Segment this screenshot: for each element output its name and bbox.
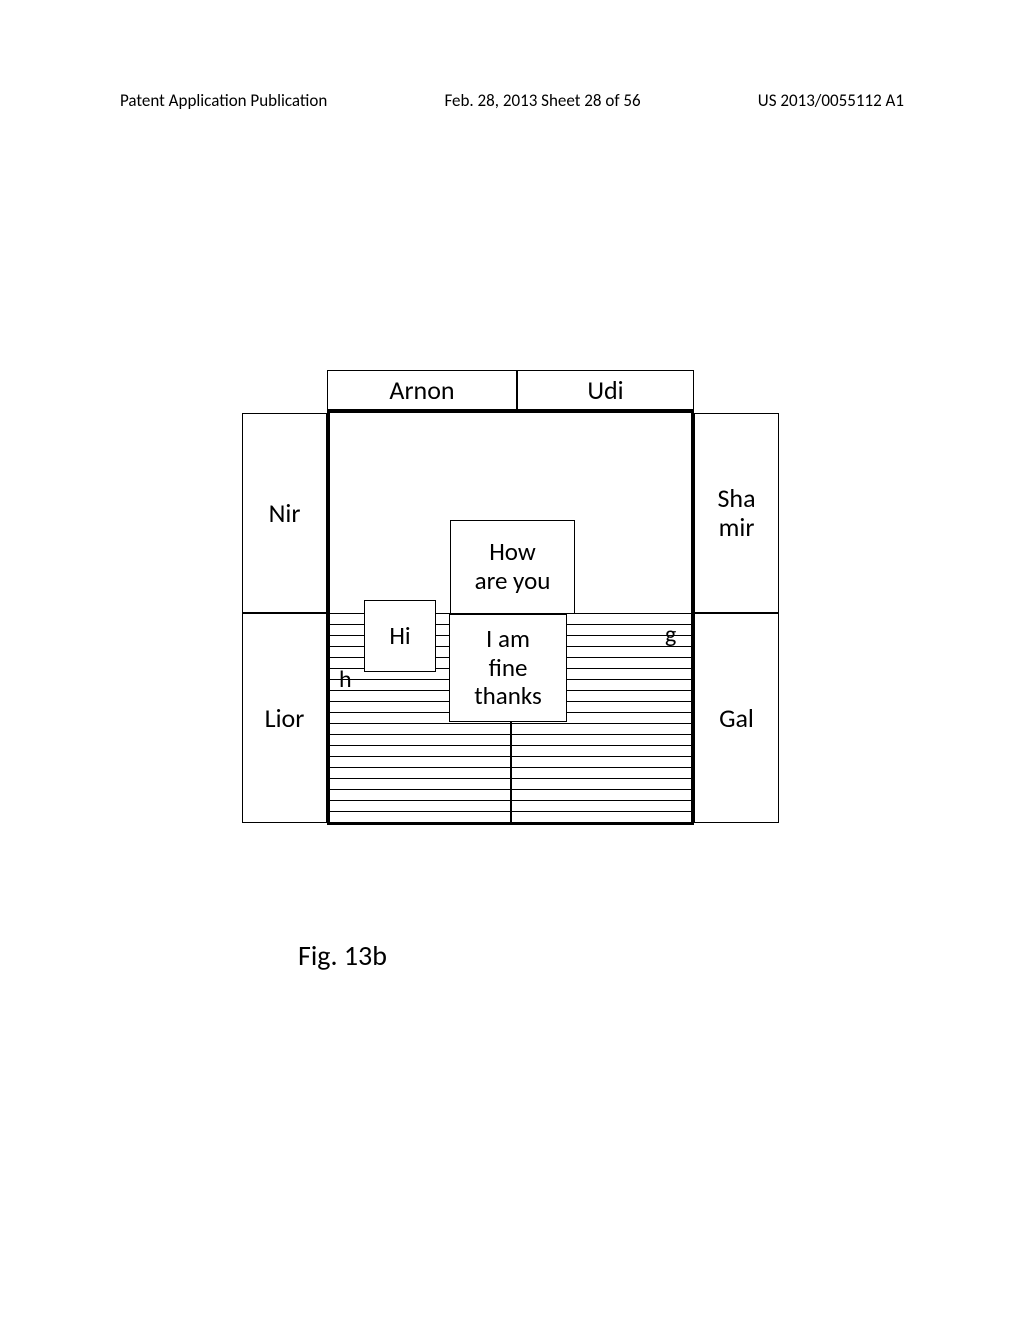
tab-shamir: Sha mir bbox=[694, 413, 779, 613]
label-g-text: g bbox=[665, 620, 676, 649]
bubble-fine-text: I am fine thanks bbox=[474, 625, 542, 711]
bubble-how-are-you: How are you bbox=[450, 520, 575, 614]
tab-nir: Nir bbox=[242, 413, 327, 613]
label-g: g bbox=[665, 620, 676, 649]
tab-nir-label: Nir bbox=[269, 499, 301, 528]
diagram: Arnon Udi Nir Lior Sha mir Gal How are y… bbox=[242, 370, 782, 830]
figure-caption-text: Fig. 13b bbox=[298, 938, 387, 973]
tab-udi-label: Udi bbox=[587, 376, 623, 405]
header-left: Patent Application Publication bbox=[120, 90, 327, 111]
tab-arnon-label: Arnon bbox=[389, 376, 454, 405]
tab-udi: Udi bbox=[517, 370, 694, 410]
bubble-hi-text: Hi bbox=[389, 622, 410, 651]
bubble-i-am-fine: I am fine thanks bbox=[449, 614, 567, 722]
tab-gal: Gal bbox=[694, 613, 779, 823]
tab-shamir-label: Sha mir bbox=[717, 484, 755, 541]
tab-lior-label: Lior bbox=[265, 704, 305, 733]
tab-lior: Lior bbox=[242, 613, 327, 823]
label-h-text: h bbox=[339, 665, 352, 694]
header-center: Feb. 28, 2013 Sheet 28 of 56 bbox=[444, 90, 640, 111]
header-right: US 2013/0055112 A1 bbox=[758, 90, 904, 111]
tab-arnon: Arnon bbox=[327, 370, 517, 410]
label-h: h bbox=[339, 665, 352, 694]
page-header: Patent Application Publication Feb. 28, … bbox=[120, 90, 904, 111]
figure-caption: Fig. 13b bbox=[298, 938, 387, 973]
bubble-hi: Hi bbox=[364, 600, 436, 672]
bubble-how-text: How are you bbox=[475, 538, 551, 596]
tab-gal-label: Gal bbox=[719, 704, 754, 733]
